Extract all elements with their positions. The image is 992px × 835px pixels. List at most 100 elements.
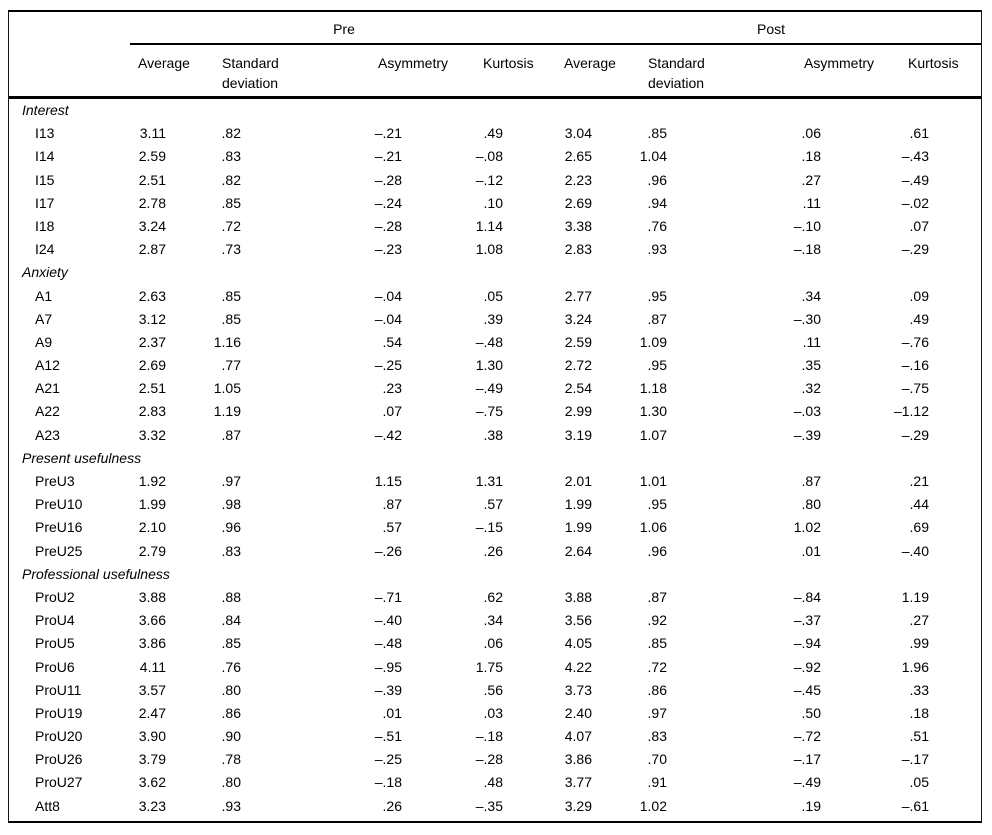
data-row: A21 2.51 1.05 .23 –.49 2.54 1.18 .32 –.75 (9, 377, 981, 400)
cell-value: .44 (909, 496, 929, 513)
cell-value: –.92 (793, 658, 821, 675)
row-label: I18 (35, 217, 55, 234)
cell-value: 3.24 (564, 310, 592, 327)
cell-value: 1.96 (901, 658, 929, 675)
cell-value: 1.08 (475, 241, 503, 258)
row-label: A23 (35, 426, 60, 443)
cell-value: .72 (221, 217, 241, 234)
cell-value: .96 (647, 542, 667, 559)
col-header-pre-kurtosis: Kurtosis (483, 55, 534, 71)
cell-value: .87 (801, 473, 821, 489)
data-row: PreU3 1.92 .97 1.15 1.31 2.01 1.01 .87 .21 (9, 470, 981, 493)
cell-value: 3.88 (564, 588, 592, 605)
cell-value: –.17 (901, 751, 929, 768)
cell-value: .07 (909, 217, 929, 234)
cell-value: –.21 (374, 148, 402, 165)
data-row: A22 2.83 1.19 .07 –.75 2.99 1.30 –.03 –1.12 (9, 400, 981, 423)
cell-value: –.39 (374, 681, 402, 698)
cell-value: .27 (909, 612, 929, 629)
cell-value: 1.04 (639, 148, 667, 165)
cell-value: .11 (802, 333, 821, 350)
cell-value: 1.30 (475, 357, 503, 374)
cell-value: .87 (647, 588, 667, 605)
cell-value: .82 (221, 171, 241, 188)
cell-value: 2.01 (564, 473, 592, 489)
cell-value: .87 (382, 496, 402, 513)
col-header-pre-average: Average (138, 55, 190, 71)
cell-value: .77 (221, 357, 241, 374)
section-label: Present usefulness (22, 449, 142, 466)
cell-value: –.75 (901, 380, 929, 397)
cell-value: –.29 (901, 241, 929, 258)
cell-value: .35 (801, 357, 821, 374)
cell-value: .95 (647, 357, 667, 374)
cell-value: –.40 (374, 612, 402, 629)
data-row: A9 2.37 1.16 .54 –.48 2.59 1.09 .11 –.76 (9, 331, 981, 354)
data-row: I24 2.87 .73 –.23 1.08 2.83 .93 –.18 –.29 (9, 238, 981, 261)
cell-value: .98 (221, 496, 241, 513)
cell-value: 1.19 (901, 588, 929, 605)
row-label: ProU11 (35, 681, 82, 698)
cell-value: .78 (221, 751, 241, 768)
data-row: PreU16 2.10 .96 .57 –.15 1.99 1.06 1.02 .69 (9, 516, 981, 539)
cell-value: 2.69 (564, 194, 592, 211)
cell-value: .26 (382, 797, 402, 814)
cell-value: 1.19 (213, 403, 241, 420)
cell-value: –.42 (374, 426, 402, 443)
col-header-post-std-deviation: Standard deviation (648, 55, 705, 91)
row-label: PreU3 (35, 473, 75, 489)
cell-value: 1.06 (639, 519, 667, 536)
cell-value: 3.62 (138, 774, 166, 791)
cell-value: 3.57 (138, 681, 166, 698)
cell-value: .05 (909, 774, 929, 791)
cell-value: .82 (221, 125, 241, 142)
cell-value: .73 (221, 241, 241, 258)
row-label: A21 (35, 380, 60, 397)
cell-value: 3.38 (564, 217, 592, 234)
row-label: A1 (35, 287, 53, 304)
cell-value: 2.65 (564, 148, 592, 165)
cell-value: .85 (221, 310, 241, 327)
cell-value: .39 (483, 310, 503, 327)
section-row: Anxiety (9, 261, 981, 284)
data-row: I17 2.78 .85 –.24 .10 2.69 .94 .11 –.02 (9, 192, 981, 215)
row-label: I14 (35, 148, 55, 165)
section-label: Professional usefulness (22, 565, 170, 582)
cell-value: .87 (221, 426, 241, 443)
row-label: Att8 (35, 797, 60, 814)
cell-value: .11 (802, 194, 821, 211)
cell-value: .80 (221, 681, 241, 698)
cell-value: 2.83 (564, 241, 592, 258)
cell-value: .76 (221, 658, 241, 675)
cell-value: 3.04 (564, 125, 592, 142)
section-row: Professional usefulness (9, 563, 981, 586)
cell-value: 2.64 (564, 542, 592, 559)
row-label: ProU19 (35, 704, 83, 721)
cell-value: 3.56 (564, 612, 592, 629)
cell-value: –.45 (793, 681, 821, 698)
cell-value: –.37 (793, 612, 821, 629)
cell-value: –.24 (374, 194, 402, 211)
cell-value: .84 (221, 612, 241, 629)
cell-value: .54 (382, 333, 402, 350)
data-row: ProU6 4.11 .76 –.95 1.75 4.22 .72 –.92 1.96 (9, 656, 981, 679)
row-label: I15 (35, 171, 55, 188)
cell-value: –.76 (901, 333, 929, 350)
cell-value: .26 (483, 542, 503, 559)
cell-value: 2.23 (564, 171, 592, 188)
cell-value: .62 (483, 588, 503, 605)
cell-value: .83 (221, 542, 241, 559)
cell-value: 2.69 (138, 357, 166, 374)
cell-value: –.28 (475, 751, 503, 768)
cell-value: –.48 (475, 333, 503, 350)
cell-value: .97 (647, 704, 667, 721)
row-label: ProU5 (35, 635, 75, 652)
cell-value: .95 (647, 287, 667, 304)
cell-value: .92 (647, 612, 667, 629)
cell-value: 2.10 (138, 519, 166, 536)
cell-value: .01 (801, 542, 821, 559)
row-label: ProU20 (35, 728, 83, 745)
cell-value: 4.05 (564, 635, 592, 652)
cell-value: 1.14 (475, 217, 503, 234)
cell-value: 2.79 (138, 542, 166, 559)
